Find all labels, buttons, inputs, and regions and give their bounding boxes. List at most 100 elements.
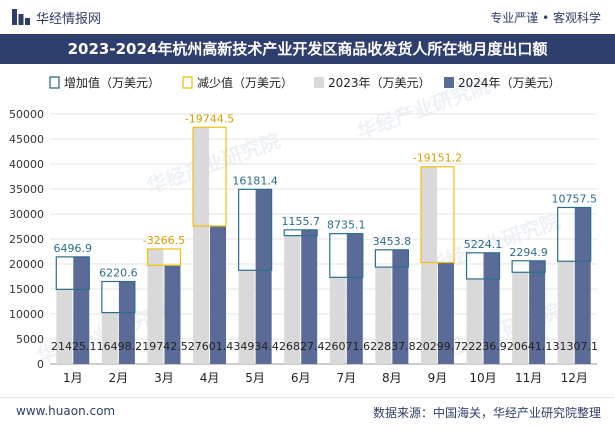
bar-2023 [466,278,483,364]
value-label-2024: 21425.1 [51,340,97,353]
increase-box [101,280,136,314]
increase-box [329,233,364,278]
data-source: 数据来源：中国海关，华经产业研究院整理 [372,406,601,420]
value-label-2024: 27601.4 [188,340,234,353]
bar-2023 [238,270,255,364]
x-tick-label: 5月 [245,371,265,385]
change-label: 8735.1 [327,219,366,232]
x-tick-label: 12月 [561,371,588,385]
bar-2023 [420,166,437,364]
chart-title: 2023-2024年杭州高新技术产业开发区商品收发货人所在地月度出口额 [67,40,548,58]
x-tick-label: 10月 [469,371,496,385]
brand-name[interactable]: 华经情报网 [36,12,102,27]
increase-box [283,229,318,237]
logo-icon [12,9,30,25]
y-tick-label: 25000 [9,233,44,246]
bar-2024 [73,256,90,364]
bar-2024 [255,189,272,364]
change-label: 3453.8 [373,235,412,248]
decrease-box [192,126,227,227]
y-tick-label: 35000 [9,183,44,196]
bar-2024 [529,260,546,364]
legend-swatch [314,77,324,88]
increase-box [557,206,592,262]
y-tick-label: 40000 [9,158,44,171]
bar-2023 [329,277,346,364]
increase-box [465,252,501,280]
change-label: -19744.5 [185,112,234,125]
decrease-box [146,248,182,266]
chart: 华经产业研究院华经产业研究院华经产业研究院华经产业研究院华经产业研究院05000… [9,73,598,385]
bar-2023 [284,235,301,364]
bar-2024 [210,225,227,364]
bar-2024 [301,229,318,364]
bar-2024 [118,281,135,364]
title-bar: 2023-2024年杭州高新技术产业开发区商品收发货人所在地月度出口额 [0,34,615,64]
legend-label: 2023年（万美元） [328,76,431,90]
legend-swatch [444,77,454,88]
change-label: 2294.9 [509,246,548,259]
value-label-2024: 22236.9 [461,340,507,353]
increase-box [238,188,273,271]
legend-swatch [182,76,193,89]
y-tick-label: 50000 [9,108,44,121]
legend-swatch [49,76,60,89]
value-label-2024: 20641.1 [507,340,553,353]
y-tick-label: 10000 [9,308,44,321]
x-tick-label: 11月 [515,371,542,385]
bar-2023 [512,272,529,364]
change-label: 6220.6 [99,267,138,280]
x-tick-label: 9月 [428,371,448,385]
bar-2023 [101,312,118,364]
legend-label: 减少值（万美元） [197,75,293,90]
increase-box [55,256,90,290]
value-label-2024: 19742.5 [142,340,188,353]
tagline-left: 专业严谨 [490,11,539,25]
y-tick-label: 15000 [9,283,44,296]
y-tick-label: 5000 [16,333,44,346]
y-tick-label: 30000 [9,208,44,221]
x-tick-label: 6月 [291,371,311,385]
change-label: 10757.5 [551,192,597,205]
x-tick-label: 3月 [154,371,174,385]
change-label: -3266.5 [143,234,185,247]
x-tick-label: 8月 [382,371,402,385]
value-label-2024: 22837.8 [370,340,416,353]
value-label-2024: 26071.6 [325,340,371,353]
bar-2024 [574,207,591,364]
tagline-separator: • [542,11,550,25]
change-label: 6496.9 [54,242,93,255]
change-label: 1155.7 [281,215,320,228]
x-tick-label: 2月 [109,371,129,385]
y-tick-label: 0 [37,358,44,371]
change-label: 5224.1 [464,238,503,251]
bar-2023 [557,261,574,364]
bar-2024 [437,262,454,364]
value-label-2024: 16498.2 [97,340,143,353]
tagline-right: 客观科学 [552,11,601,25]
bar-2024 [346,233,363,364]
footer: www.huaon.com 数据来源：中国海关，华经产业研究院整理 [0,397,615,428]
bar-2023 [193,127,210,364]
value-label-2024: 34934.4 [233,340,279,353]
decrease-box [420,166,455,264]
y-tick-label: 45000 [9,133,44,146]
value-label-2024: 31307.1 [552,340,598,353]
increase-box [374,249,409,268]
change-label: 16181.4 [232,174,278,187]
top-bar: 华经情报网 专业严谨 • 客观科学 [0,0,615,34]
tagline: 专业严谨 • 客观科学 [490,9,601,26]
bar-2023 [56,289,73,364]
site-link[interactable]: www.huaon.com [16,404,116,418]
bar-2023 [147,248,164,364]
bar-2024 [392,249,409,364]
x-tick-label: 1月 [63,371,83,385]
change-label: -19151.2 [413,152,462,165]
value-label-2024: 26827.4 [279,340,325,353]
legend-label: 2024年（万美元） [458,76,561,90]
bar-2024 [483,252,500,364]
legend-label: 增加值（万美元） [64,75,160,90]
increase-box [511,260,546,273]
x-tick-label: 7月 [336,371,356,385]
x-tick-label: 4月 [200,371,220,385]
